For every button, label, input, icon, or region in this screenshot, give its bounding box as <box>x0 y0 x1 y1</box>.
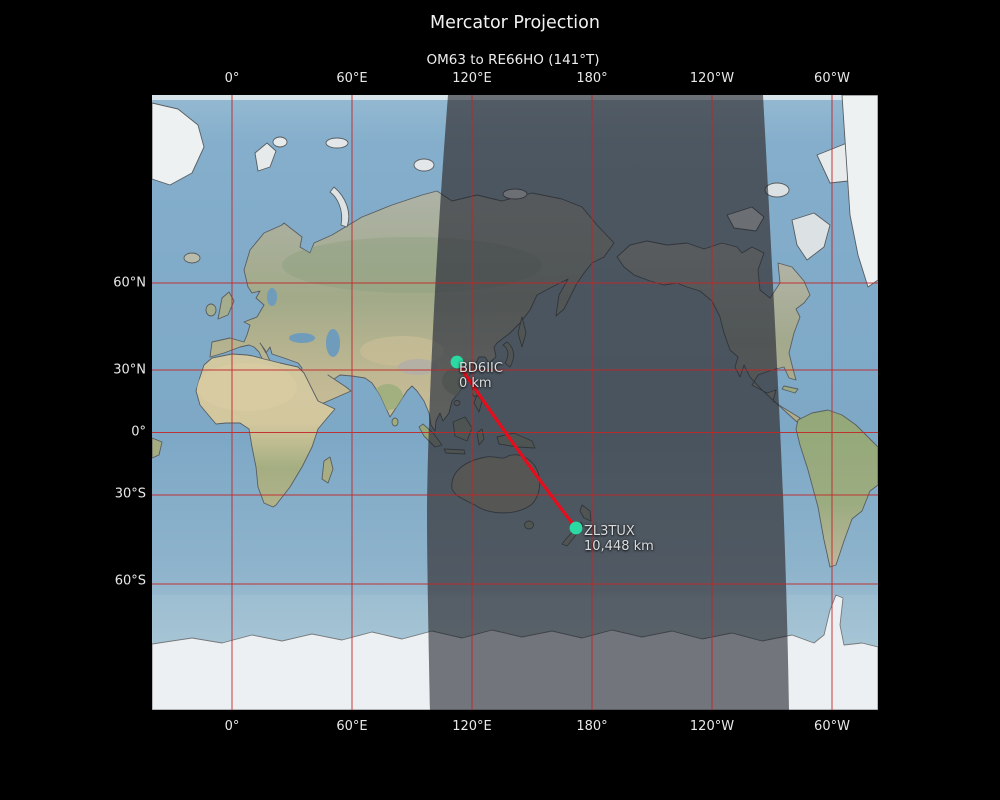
x-tick-bottom-2: 120°E <box>452 719 492 734</box>
y-tick-1: 30°N <box>113 362 146 378</box>
madagascar <box>321 456 334 484</box>
svalbard <box>254 142 277 172</box>
baffin-island <box>791 212 831 261</box>
route-overlay <box>152 95 878 710</box>
x-tick-top-0: 0° <box>224 71 240 86</box>
ireland <box>205 303 217 317</box>
station-from-callsign: BD6IIC <box>459 361 503 376</box>
station-marker-to <box>569 521 583 535</box>
great-circle-route-line <box>455 360 578 530</box>
franz-josef-land <box>325 137 349 149</box>
svalbard-ne <box>272 136 288 148</box>
x-tick-bottom-1: 60°E <box>336 719 368 734</box>
greenland-west <box>841 95 878 288</box>
map-canvas <box>152 95 878 710</box>
x-tick-bottom-4: 120°W <box>689 719 735 734</box>
x-tick-top-4: 120°W <box>689 71 735 86</box>
x-tick-bottom-0: 0° <box>224 719 240 734</box>
station-to-callsign: ZL3TUX <box>584 524 635 539</box>
y-tick-2: 0° <box>131 424 146 440</box>
x-tick-bottom-3: 180° <box>576 719 608 734</box>
station-label-from: BD6IIC 0 km <box>459 361 503 392</box>
station-to-distance: 10,448 km <box>584 539 654 555</box>
figure-title: Mercator Projection <box>430 13 600 33</box>
severnaya-zemlya <box>413 158 435 172</box>
y-tick-0: 60°N <box>113 275 146 291</box>
station-marker-from <box>450 355 464 369</box>
brazil-east-tip <box>152 437 163 459</box>
y-tick-4: 60°S <box>114 573 146 589</box>
x-tick-bottom-5: 60°W <box>814 719 850 734</box>
x-tick-top-5: 60°W <box>814 71 850 86</box>
greenland-east <box>152 102 205 186</box>
inland-seas <box>267 288 340 357</box>
station-from-distance: 0 km <box>459 376 492 392</box>
sri-lanka <box>391 417 399 427</box>
x-tick-top-1: 60°E <box>336 71 368 86</box>
graticule <box>152 95 878 710</box>
cuba <box>781 385 799 394</box>
y-tick-3: 30°S <box>114 486 146 502</box>
x-tick-top-3: 180° <box>576 71 608 86</box>
station-label-to: ZL3TUX 10,448 km <box>584 524 654 555</box>
figure-subtitle: OM63 to RE66HO (141°T) <box>426 52 600 68</box>
africa-terrain <box>197 363 297 411</box>
x-tick-top-2: 120°E <box>452 71 492 86</box>
iceland <box>183 252 201 264</box>
novaya-zemlya <box>329 186 350 228</box>
